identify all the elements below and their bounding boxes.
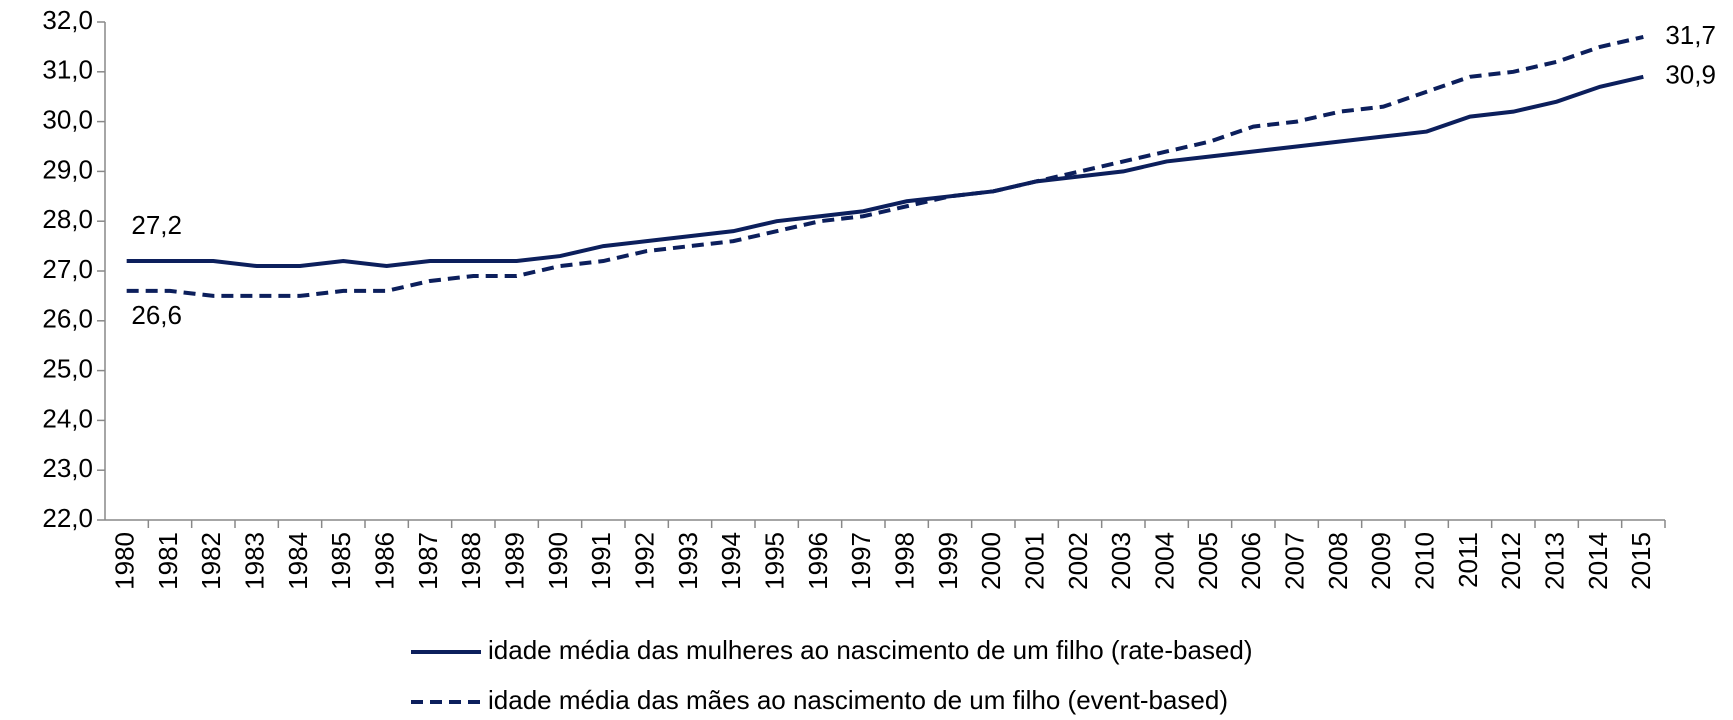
y-tick-label: 30,0: [42, 104, 93, 134]
data-label: 27,2: [131, 210, 182, 240]
x-tick-label: 2015: [1626, 532, 1656, 590]
x-tick-label: 1980: [110, 532, 140, 590]
legend-label: idade média das mulheres ao nascimento d…: [488, 635, 1253, 665]
x-tick-label: 2000: [976, 532, 1006, 590]
x-tick-label: 2006: [1236, 532, 1266, 590]
x-tick-label: 2002: [1063, 532, 1093, 590]
y-tick-label: 28,0: [42, 204, 93, 234]
x-tick-label: 1996: [803, 532, 833, 590]
x-tick-label: 1985: [326, 532, 356, 590]
x-tick-label: 1981: [153, 532, 183, 590]
y-tick-label: 25,0: [42, 353, 93, 383]
x-tick-label: 2012: [1496, 532, 1526, 590]
x-tick-label: 1987: [413, 532, 443, 590]
data-label: 30,9: [1665, 60, 1716, 90]
x-tick-label: 2003: [1106, 532, 1136, 590]
legend-label: idade média das mães ao nascimento de um…: [488, 685, 1228, 715]
x-tick-label: 1994: [716, 532, 746, 590]
x-tick-label: 1991: [586, 532, 616, 590]
y-tick-label: 23,0: [42, 453, 93, 483]
x-tick-label: 1999: [933, 532, 963, 590]
series-line: [126, 34, 1644, 298]
x-tick-label: 1984: [283, 532, 313, 590]
x-tick-label: 1997: [846, 532, 876, 590]
x-tick-label: 2014: [1583, 532, 1613, 590]
x-tick-label: 1982: [196, 532, 226, 590]
x-tick-label: 1986: [370, 532, 400, 590]
x-tick-label: 2008: [1323, 532, 1353, 590]
y-tick-label: 31,0: [42, 55, 93, 85]
x-tick-label: 2005: [1193, 532, 1223, 590]
x-tick-label: 2004: [1150, 532, 1180, 590]
x-tick-label: 1998: [890, 532, 920, 590]
x-tick-label: 1993: [673, 532, 703, 590]
x-tick-label: 1995: [760, 532, 790, 590]
x-tick-label: 2011: [1453, 532, 1483, 588]
x-tick-label: 2010: [1410, 532, 1440, 590]
x-tick-label: 1990: [543, 532, 573, 590]
x-tick-label: 1988: [456, 532, 486, 590]
y-tick-label: 27,0: [42, 254, 93, 284]
y-tick-label: 24,0: [42, 403, 93, 433]
y-tick-label: 32,0: [42, 5, 93, 35]
data-label: 31,7: [1665, 20, 1716, 50]
x-tick-label: 2007: [1280, 532, 1310, 590]
y-tick-label: 22,0: [42, 503, 93, 533]
x-tick-label: 2001: [1020, 532, 1050, 590]
y-tick-label: 29,0: [42, 154, 93, 184]
x-tick-label: 1983: [240, 532, 270, 590]
x-tick-label: 2009: [1366, 532, 1396, 590]
x-tick-label: 1992: [630, 532, 660, 590]
series-line: [126, 74, 1644, 269]
y-tick-label: 26,0: [42, 304, 93, 334]
x-tick-label: 2013: [1540, 532, 1570, 590]
data-label: 26,6: [131, 300, 182, 330]
x-tick-label: 1989: [500, 532, 530, 590]
